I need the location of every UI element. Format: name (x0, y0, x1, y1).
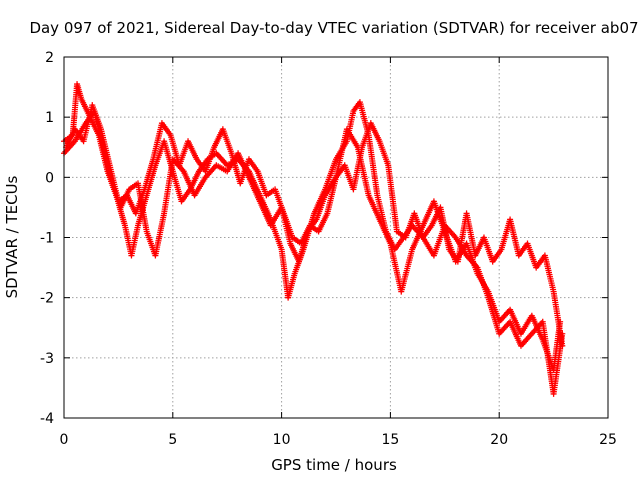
y-tick-label: -4 (40, 411, 54, 427)
x-tick-label: 15 (381, 432, 399, 448)
plot-frame (63, 56, 609, 419)
y-tick-label: 1 (45, 110, 54, 126)
x-tick-label: 20 (490, 432, 508, 448)
x-tick-label: 25 (599, 432, 617, 448)
data-points (61, 81, 566, 397)
x-tick-label: 5 (168, 432, 177, 448)
y-tick-label: -2 (40, 291, 54, 307)
y-tick-label: 0 (45, 170, 54, 186)
data-point (559, 342, 566, 349)
chart-title: Day 097 of 2021, Sidereal Day-to-day VTE… (29, 19, 638, 37)
x-axis-label: GPS time / hours (271, 456, 397, 474)
y-tick-label: -3 (40, 351, 54, 367)
x-tick-label: 10 (273, 432, 291, 448)
axis-ticks: 0 5 10 15 20 25 -4 -3 -2 -1 0 1 2 (40, 50, 617, 448)
x-tick-label: 0 (60, 432, 69, 448)
y-tick-label: 2 (45, 50, 54, 66)
y-axis-label: SDTVAR / TECUs (3, 175, 21, 298)
y-tick-label: -1 (40, 231, 54, 247)
